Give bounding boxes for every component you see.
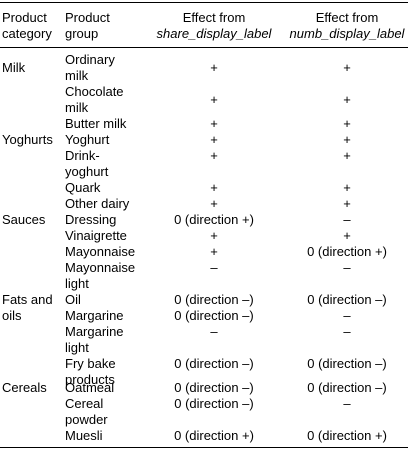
- group-cell: Mayonnaise: [65, 244, 136, 259]
- header-product-category: Product category: [2, 10, 52, 42]
- share-effect-cell: +: [210, 60, 218, 75]
- header-effect-numb: Effect from numb_display_label: [283, 10, 408, 42]
- group-cell: Butter milk: [65, 116, 127, 131]
- share-effect-cell: +: [210, 196, 218, 211]
- group-cell: Drink- yoghurt: [65, 148, 108, 180]
- header-line: group: [65, 26, 99, 41]
- group-line: Ordinary: [65, 52, 115, 67]
- group-cell: Fry bake products: [65, 356, 116, 388]
- group-cell: Dressing: [65, 212, 117, 227]
- header-effect-share: Effect from share_display_label: [150, 10, 278, 42]
- group-line: Mayonnaise: [65, 260, 136, 275]
- share-effect-cell: +: [210, 180, 218, 195]
- group-line: Drink-: [65, 148, 100, 163]
- group-cell: Yoghurt: [65, 132, 110, 147]
- numb-effect-cell: +: [343, 116, 351, 131]
- group-cell: Oil: [65, 292, 81, 307]
- numb-effect-cell: –: [343, 308, 351, 323]
- header-line: Effect from: [315, 10, 379, 25]
- share-effect-cell: 0 (direction –): [174, 356, 254, 371]
- header-line-italic: share_display_label: [156, 26, 272, 41]
- group-line: Fry bake: [65, 356, 116, 371]
- header-line: Effect from: [182, 10, 246, 25]
- group-line: products: [65, 372, 115, 387]
- group-line: light: [65, 340, 89, 355]
- group-line: milk: [65, 100, 89, 115]
- header-rule: [0, 47, 408, 48]
- share-effect-cell: –: [210, 324, 218, 339]
- group-line: Cereal: [65, 396, 104, 411]
- header-line: Product: [2, 10, 47, 25]
- numb-effect-cell: 0 (direction –): [307, 356, 387, 371]
- group-cell: Vinaigrette: [65, 228, 127, 243]
- share-effect-cell: 0 (direction +): [174, 212, 254, 227]
- share-effect-cell: 0 (direction –): [174, 396, 254, 411]
- numb-effect-cell: 0 (direction +): [307, 428, 387, 443]
- numb-effect-cell: –: [343, 396, 351, 411]
- group-cell: Mayonnaise light: [65, 260, 135, 292]
- numb-effect-cell: +: [343, 228, 351, 243]
- group-cell: Margarine: [65, 308, 124, 323]
- share-effect-cell: +: [210, 116, 218, 131]
- category-cell: Milk: [2, 60, 26, 75]
- header-product-group: Product group: [65, 10, 110, 42]
- table-bottom-rule: [0, 447, 408, 448]
- numb-effect-cell: +: [343, 60, 351, 75]
- group-line: Margarine: [65, 324, 124, 339]
- header-line: category: [2, 26, 52, 41]
- group-line: Chocolate: [65, 84, 124, 99]
- share-effect-cell: 0 (direction –): [174, 380, 254, 395]
- numb-effect-cell: –: [343, 324, 351, 339]
- group-line: powder: [65, 412, 108, 427]
- numb-effect-cell: +: [343, 132, 351, 147]
- category-cell: Fats and oils: [2, 292, 53, 324]
- header-line: Product: [65, 10, 110, 25]
- share-effect-cell: 0 (direction +): [174, 428, 254, 443]
- category-line: oils: [2, 308, 22, 323]
- numb-effect-cell: –: [343, 260, 351, 275]
- group-line: yoghurt: [65, 164, 109, 179]
- numb-effect-cell: +: [343, 92, 351, 107]
- share-effect-cell: 0 (direction –): [174, 292, 254, 307]
- share-effect-cell: +: [210, 148, 218, 163]
- numb-effect-cell: +: [343, 180, 351, 195]
- share-effect-cell: +: [210, 132, 218, 147]
- category-cell: Sauces: [2, 212, 46, 227]
- share-effect-cell: +: [210, 228, 218, 243]
- numb-effect-cell: –: [343, 212, 351, 227]
- share-effect-cell: –: [210, 260, 218, 275]
- header-line-italic: numb_display_label: [289, 26, 405, 41]
- group-cell: Cereal powder: [65, 396, 108, 428]
- share-effect-cell: +: [210, 244, 218, 259]
- share-effect-cell: 0 (direction –): [174, 308, 254, 323]
- category-line: Fats and: [2, 292, 53, 307]
- group-cell: Other dairy: [65, 196, 130, 211]
- group-cell: Ordinary milk: [65, 52, 115, 84]
- group-cell: Oatmeal: [65, 380, 115, 395]
- group-cell: Muesli: [65, 428, 103, 443]
- category-cell: Cereals: [2, 380, 47, 395]
- numb-effect-cell: 0 (direction –): [307, 380, 387, 395]
- group-cell: Quark: [65, 180, 101, 195]
- share-effect-cell: +: [210, 92, 218, 107]
- group-line: milk: [65, 68, 89, 83]
- group-cell: Margarine light: [65, 324, 124, 356]
- group-cell: Chocolate milk: [65, 84, 124, 116]
- category-cell: Yoghurts: [2, 132, 53, 147]
- numb-effect-cell: +: [343, 196, 351, 211]
- numb-effect-cell: 0 (direction +): [307, 244, 387, 259]
- numb-effect-cell: +: [343, 148, 351, 163]
- table-top-rule: [0, 2, 408, 3]
- numb-effect-cell: 0 (direction –): [307, 292, 387, 307]
- group-line: light: [65, 276, 89, 291]
